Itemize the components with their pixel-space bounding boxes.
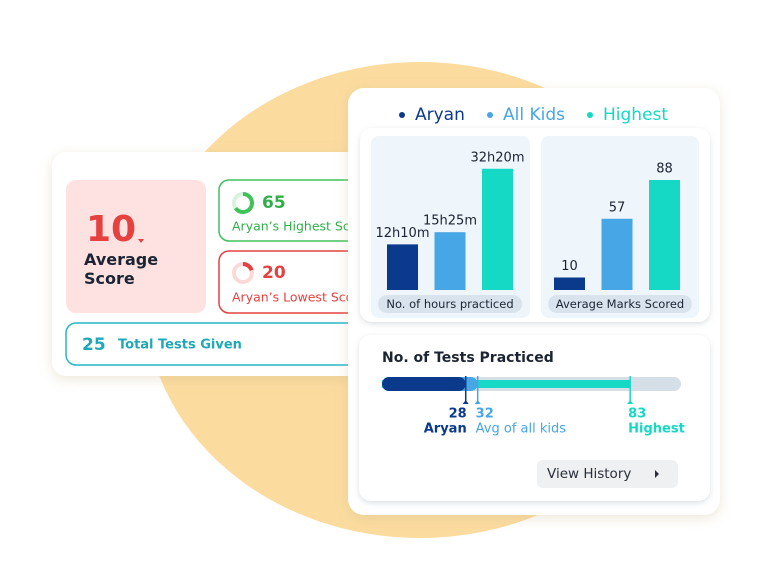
average-score: 10 (86, 209, 136, 250)
lowest-label: Aryan’s Lowest Score (232, 290, 366, 305)
caption-pill (378, 295, 522, 313)
caption-pill (548, 295, 692, 313)
chart-title: No. of hours practiced (386, 297, 513, 311)
legend-label: All Kids (503, 105, 565, 125)
total-label: Total Tests Given (118, 338, 242, 353)
marker-tip (627, 400, 634, 404)
donut-arc (232, 192, 254, 214)
progress-card (359, 335, 710, 501)
total-tests: 25 (82, 335, 106, 355)
donut-arc (232, 262, 254, 284)
legend-dot (587, 112, 593, 118)
value-label: 32h20m (471, 150, 525, 165)
marker-tip (474, 400, 481, 404)
legend-dot (487, 112, 493, 118)
button-arrow[interactable] (655, 470, 659, 478)
marker-label: Highest (628, 422, 685, 437)
button-label[interactable]: View History (547, 466, 631, 482)
value-label: 88 (656, 162, 673, 177)
chart-title: Average Marks Scored (556, 297, 684, 311)
legend-label: Aryan (415, 105, 465, 125)
marker-label: Aryan (424, 422, 467, 437)
marker-value: 83 (628, 407, 646, 422)
progress-fill (382, 380, 631, 388)
average-label: Average Score (84, 250, 159, 288)
marker-value: 32 (476, 407, 494, 422)
value-label: 57 (609, 200, 626, 215)
marker-label: Avg of all kids (476, 422, 567, 437)
bar (387, 244, 418, 290)
value-label: 15h25m (423, 214, 477, 229)
value-label: 10 (561, 259, 578, 274)
highest-score: 65 (262, 193, 286, 213)
lowest-score: 20 (262, 263, 286, 283)
legend-dot (399, 112, 405, 118)
progress-fill (382, 377, 466, 391)
average-box (66, 180, 206, 313)
down-caret (138, 239, 144, 243)
highest-label: Aryan’s Highest Score (232, 219, 370, 234)
bar (434, 232, 466, 290)
bar (601, 218, 633, 290)
average-label-box: Average Score (84, 250, 159, 288)
bar (554, 277, 585, 290)
bar (482, 168, 513, 290)
view-history-button[interactable] (537, 460, 678, 488)
bar (649, 180, 680, 290)
value-label: 12h10m (376, 226, 430, 241)
marker-tip (462, 400, 469, 404)
chart-title: No. of Tests Practiced (382, 350, 554, 366)
marker-value: 28 (449, 407, 467, 422)
legend-label: Highest (603, 105, 668, 125)
